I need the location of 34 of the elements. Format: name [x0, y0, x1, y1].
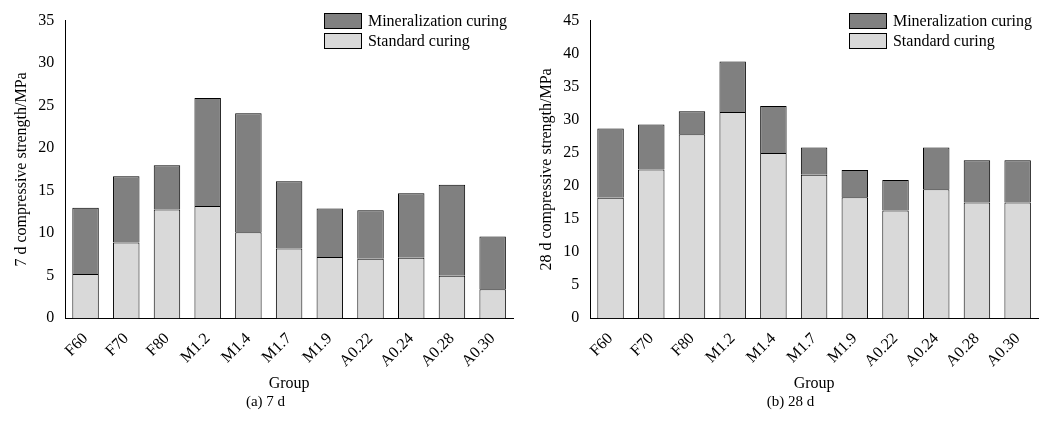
y-tick-label: 20: [563, 176, 580, 194]
y-tick-label: 10: [38, 223, 55, 241]
y-tick-label: 35: [563, 76, 580, 94]
y-tick-label: 10: [563, 242, 580, 260]
y-tick-label: 0: [571, 308, 580, 326]
legend-label: Standard curing: [367, 32, 470, 50]
y-tick-label: 15: [38, 180, 55, 198]
y-tick-label: 30: [38, 53, 55, 71]
text: (a) 7 d: [244, 393, 287, 410]
legend-label: Mineralization curing: [367, 12, 507, 30]
y-tick-label: 35: [38, 10, 55, 28]
x-tick-label: F60: [586, 329, 616, 359]
y-tick-label: 25: [563, 143, 580, 161]
x-axis-title: Group: [793, 373, 835, 392]
y-axis-title: 28 d compressive strength/MPa: [536, 68, 555, 271]
legend-label: Mineralization curing: [892, 12, 1032, 30]
y-tick-label: 30: [563, 110, 580, 128]
x-tick-label: F80: [142, 329, 173, 359]
x-tick-label: F70: [101, 329, 132, 359]
legend-label: Standard curing: [892, 32, 995, 50]
y-tick-label: 0: [46, 308, 55, 326]
y-tick-label: 5: [571, 275, 580, 293]
x-tick-label: F60: [61, 329, 91, 359]
y-tick-label: 45: [563, 10, 580, 28]
x-tick-label: F80: [667, 329, 698, 359]
y-tick-label: 5: [46, 265, 55, 283]
y-tick-label: 20: [38, 138, 55, 156]
x-tick-label: F70: [626, 329, 657, 359]
x-axis-title: Group: [268, 373, 310, 392]
y-tick-label: 15: [563, 209, 580, 227]
y-tick-label: 25: [38, 95, 55, 113]
y-tick-label: 40: [563, 43, 580, 61]
y-axis-title: 7 d compressive strength/MPa: [11, 72, 30, 267]
text: (b) 28 d: [765, 393, 816, 410]
